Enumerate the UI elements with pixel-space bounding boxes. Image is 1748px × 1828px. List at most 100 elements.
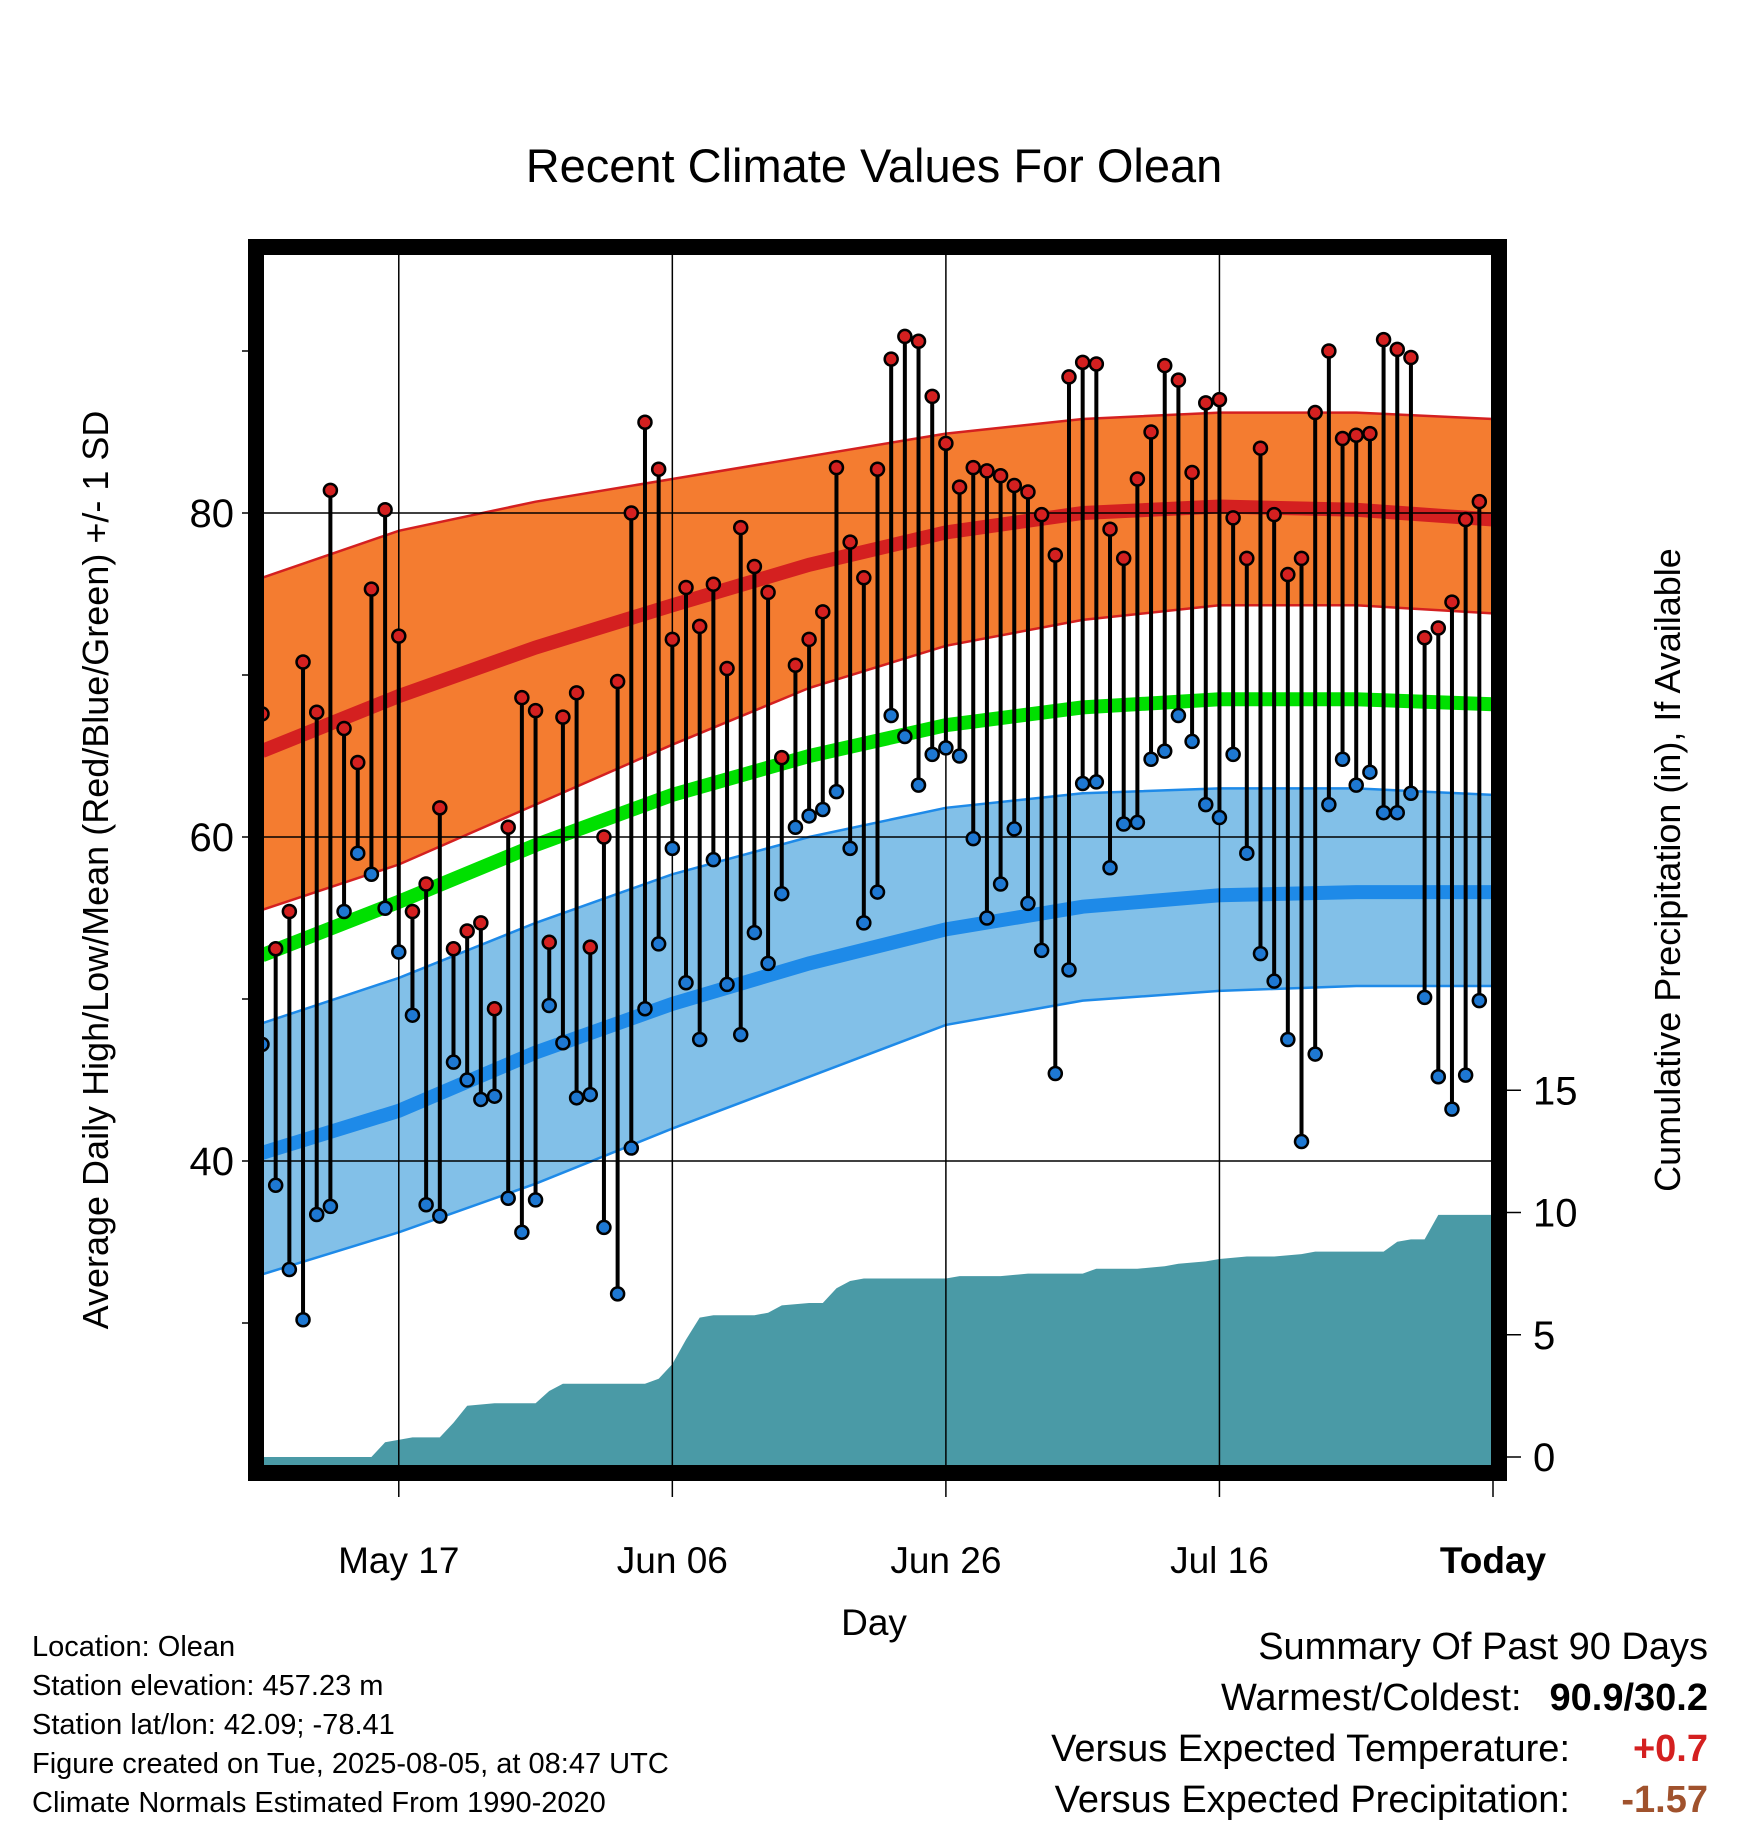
daily-low-point — [1348, 777, 1364, 793]
daily-high-point — [1444, 594, 1460, 610]
daily-low-point — [1375, 804, 1392, 821]
daily-high-point — [267, 941, 284, 957]
daily-high-point — [856, 570, 872, 586]
daily-high-point — [418, 876, 434, 892]
daily-low-point — [1416, 989, 1433, 1006]
daily-high-point — [527, 702, 544, 719]
daily-low-point — [842, 840, 858, 857]
y2-tick-label: 10 — [1533, 1192, 1578, 1236]
daily-low-point — [678, 975, 694, 991]
daily-high-point — [951, 479, 968, 495]
x-tick-label: Jul 16 — [1170, 1540, 1269, 1581]
daily-low-point — [1457, 1067, 1474, 1083]
x-tick-label: Jun 06 — [617, 1540, 728, 1581]
daily-low-point — [1170, 707, 1187, 724]
daily-high-point — [1252, 440, 1269, 456]
daily-high-point — [1211, 391, 1228, 408]
daily-low-point — [527, 1192, 544, 1208]
daily-low-point — [924, 746, 940, 763]
daily-low-point — [322, 1198, 339, 1215]
daily-high-point — [1403, 349, 1419, 366]
daily-high-point — [1375, 331, 1392, 348]
daily-high-point — [555, 709, 571, 725]
summary-panel: Summary Of Past 90 Days Warmest/Coldest:… — [1051, 1622, 1708, 1826]
summary-warm-cold: Warmest/Coldest: 90.9/30.2 — [1051, 1673, 1708, 1724]
daily-low-point — [1430, 1069, 1447, 1085]
daily-high-point — [760, 584, 776, 601]
daily-high-point — [445, 941, 462, 957]
station-location: Location: Olean — [32, 1631, 236, 1663]
daily-high-point — [705, 576, 722, 593]
daily-high-point — [1033, 506, 1050, 523]
daily-high-point — [1006, 477, 1023, 494]
daily-low-point — [1074, 775, 1091, 792]
daily-high-point — [1129, 471, 1146, 487]
daily-high-point — [637, 414, 653, 431]
y-tick-label: 40 — [190, 1140, 235, 1184]
daily-low-point — [1198, 796, 1214, 813]
daily-low-point — [691, 1031, 708, 1048]
daily-high-point — [541, 934, 557, 951]
daily-low-point — [295, 1312, 311, 1328]
daily-low-point — [815, 801, 831, 818]
daily-high-point — [678, 579, 694, 596]
daily-low-point — [1129, 814, 1146, 831]
daily-low-point — [377, 900, 393, 917]
daily-high-point — [322, 482, 339, 499]
temp-value: +0.7 — [1632, 1728, 1708, 1770]
daily-low-point — [787, 819, 804, 836]
daily-high-point — [1102, 521, 1118, 537]
y2-tick-label: 5 — [1533, 1314, 1555, 1358]
daily-low-point — [609, 1286, 626, 1302]
daily-high-point — [363, 581, 380, 597]
daily-high-point — [295, 654, 311, 670]
daily-high-point — [842, 534, 858, 550]
daily-high-point — [1074, 354, 1091, 371]
daily-low-point — [828, 783, 845, 800]
daily-high-point — [308, 704, 325, 721]
daily-high-point — [432, 800, 448, 816]
daily-high-point — [965, 459, 981, 476]
daily-low-point — [719, 976, 735, 993]
daily-high-point — [596, 829, 612, 845]
daily-low-point — [404, 1007, 421, 1023]
daily-high-point — [801, 631, 817, 648]
daily-low-point — [1307, 1046, 1323, 1062]
daily-low-point — [1020, 895, 1036, 912]
daily-high-point — [1198, 395, 1214, 411]
y2-tick-label: 0 — [1533, 1436, 1555, 1480]
daily-high-point — [1348, 427, 1364, 443]
daily-high-point — [828, 459, 845, 476]
daily-high-point — [1280, 566, 1296, 583]
daily-low-point — [1006, 821, 1023, 837]
station-latlon: Station lat/lon: 42.09; -78.41 — [32, 1709, 395, 1741]
daily-high-point — [650, 461, 667, 478]
daily-low-point — [1280, 1031, 1296, 1048]
figure-created: Figure created on Tue, 2025-08-05, at 08… — [32, 1748, 669, 1780]
daily-low-point — [1102, 860, 1118, 876]
daily-high-point — [787, 657, 804, 674]
daily-low-point — [650, 936, 667, 952]
daily-low-point — [1061, 962, 1077, 978]
daily-low-point — [732, 1026, 749, 1043]
daily-low-point — [418, 1196, 434, 1213]
daily-low-point — [979, 910, 995, 926]
summary-precip: Versus Expected Precipitation: -1.57 — [1051, 1775, 1708, 1826]
daily-low-point — [1334, 751, 1351, 767]
x-tick-label: May 17 — [338, 1540, 459, 1581]
daily-high-point — [924, 388, 940, 405]
daily-high-point — [1321, 343, 1337, 359]
daily-low-point — [637, 1000, 653, 1017]
daily-low-point — [1211, 809, 1228, 826]
daily-high-point — [281, 903, 298, 920]
daily-high-point — [1416, 629, 1433, 646]
daily-low-point — [965, 830, 981, 847]
daily-high-point — [500, 819, 516, 836]
daily-high-point — [1457, 511, 1474, 528]
daily-high-point — [459, 923, 475, 939]
daily-low-point — [992, 876, 1009, 892]
daily-high-point — [473, 915, 489, 931]
daily-high-point — [664, 631, 681, 648]
daily-low-point — [596, 1219, 612, 1236]
